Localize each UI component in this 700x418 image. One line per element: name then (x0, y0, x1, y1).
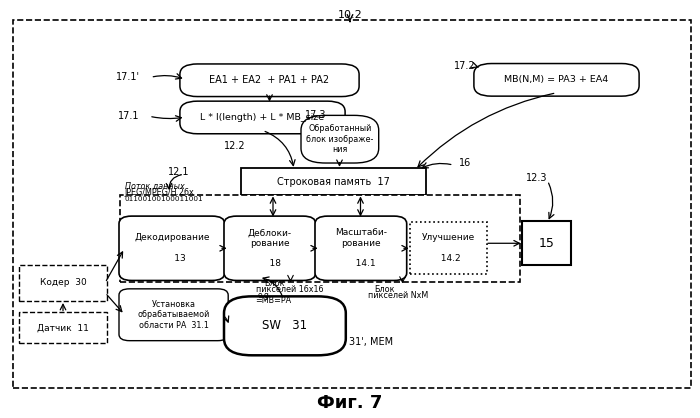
Text: 01100100100011001: 01100100100011001 (125, 196, 203, 201)
Text: 12.3: 12.3 (526, 173, 548, 183)
Text: пикселей 16x16: пикселей 16x16 (256, 285, 323, 294)
Text: Блок: Блок (265, 279, 285, 288)
FancyBboxPatch shape (301, 115, 379, 163)
Text: 17.1': 17.1' (116, 72, 139, 82)
Text: SW   31: SW 31 (262, 319, 307, 332)
FancyBboxPatch shape (19, 265, 107, 301)
Text: 10.2: 10.2 (337, 10, 363, 20)
Text: Обработанный
блок изображе-
ния: Обработанный блок изображе- ния (306, 124, 374, 154)
FancyBboxPatch shape (224, 216, 316, 280)
Text: 12.1: 12.1 (168, 167, 190, 177)
Text: 15: 15 (538, 237, 554, 250)
Text: 17.1: 17.1 (118, 111, 139, 121)
Text: Декодирование

      13: Декодирование 13 (134, 233, 209, 263)
Text: 31', МЕМ: 31', МЕМ (349, 336, 393, 347)
Text: 12.2: 12.2 (224, 141, 246, 151)
FancyBboxPatch shape (180, 101, 345, 134)
Text: L * l(length) + L * MB_size: L * l(length) + L * MB_size (200, 113, 325, 122)
Text: пикселей NxM: пикселей NxM (368, 291, 428, 300)
FancyBboxPatch shape (180, 64, 359, 97)
Text: MB(N,M) = PA3 + EA4: MB(N,M) = PA3 + EA4 (505, 75, 608, 84)
Text: 16: 16 (458, 158, 470, 168)
FancyBboxPatch shape (119, 216, 225, 280)
FancyBboxPatch shape (241, 168, 426, 195)
Text: Фиг. 7: Фиг. 7 (317, 394, 383, 413)
FancyBboxPatch shape (474, 64, 639, 96)
Text: =МВ=РА: =МВ=РА (256, 296, 292, 306)
Text: Установка
обрабатываемой
области РА  31.1: Установка обрабатываемой области РА 31.1 (137, 300, 210, 330)
Text: Масштаби-
рование

   14.1: Масштаби- рование 14.1 (335, 228, 387, 268)
FancyBboxPatch shape (119, 289, 228, 341)
Text: Деблоки-
рование

    18: Деблоки- рование 18 (248, 228, 292, 268)
Text: Датчик  11: Датчик 11 (37, 323, 89, 332)
Text: Улучшение

  14.2: Улучшение 14.2 (421, 233, 475, 263)
Text: JPEG/MPEG/H.26x: JPEG/MPEG/H.26x (125, 188, 195, 197)
Text: 17.3: 17.3 (304, 110, 326, 120)
FancyBboxPatch shape (522, 221, 571, 265)
FancyBboxPatch shape (224, 296, 346, 355)
FancyBboxPatch shape (13, 20, 691, 388)
FancyBboxPatch shape (19, 312, 107, 343)
FancyBboxPatch shape (410, 222, 487, 274)
Text: Блок: Блок (374, 285, 395, 294)
Text: e.g.: e.g. (258, 291, 272, 300)
FancyBboxPatch shape (315, 216, 407, 280)
Text: EA1 + EA2  + PA1 + PA2: EA1 + EA2 + PA1 + PA2 (209, 75, 330, 85)
Text: Поток данных: Поток данных (125, 181, 184, 191)
Text: Строковая память  17: Строковая память 17 (277, 177, 391, 186)
FancyBboxPatch shape (120, 195, 520, 282)
Text: 17.2: 17.2 (454, 61, 475, 71)
Text: Кодер  30: Кодер 30 (40, 278, 86, 288)
